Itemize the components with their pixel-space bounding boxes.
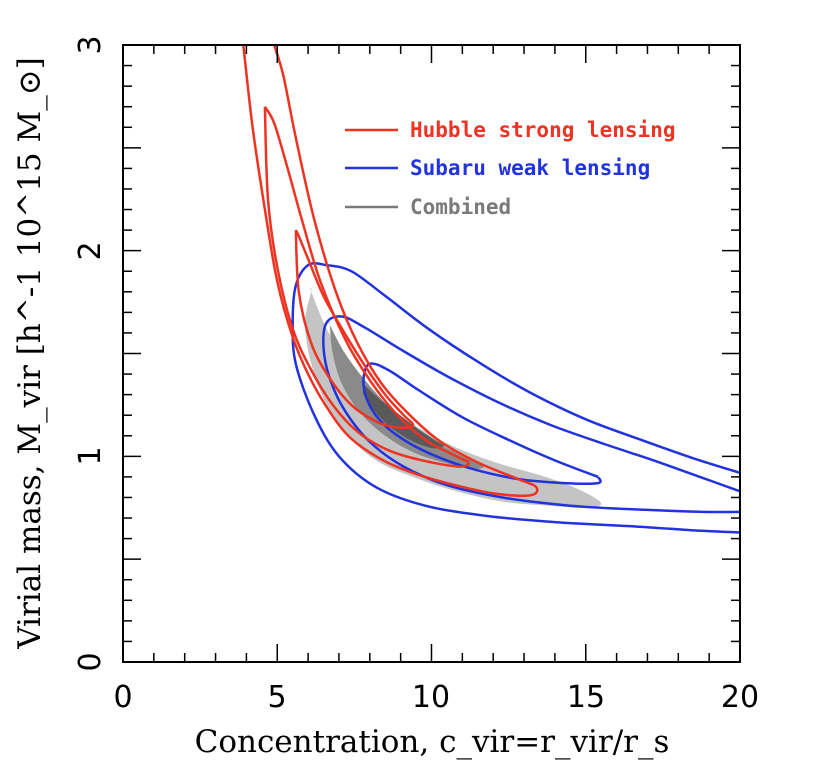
x-tick-labels: 0 5 10 15 20 xyxy=(113,680,759,715)
x-tick-label-10: 10 xyxy=(412,680,450,715)
combined-contour-middle xyxy=(328,321,484,469)
contour-lines xyxy=(242,45,740,534)
subaru-contour-outer xyxy=(291,262,740,534)
subaru-contour-inner xyxy=(362,362,602,485)
y-tick-label-2: 2 xyxy=(73,241,108,260)
x-tick-label-5: 5 xyxy=(267,680,286,715)
combined-contour-inner xyxy=(362,382,444,449)
x-tick-label-0: 0 xyxy=(113,680,132,715)
hubble-contour-inner xyxy=(294,229,415,430)
hubble-contour-outer xyxy=(242,45,539,498)
x-ticks xyxy=(122,45,741,662)
legend-label-combined: Combined xyxy=(410,195,511,219)
y-tick-label-0: 0 xyxy=(73,652,108,671)
y-ticks xyxy=(123,44,740,663)
legend: Hubble strong lensing Subaru weak lensin… xyxy=(345,118,676,219)
x-axis-title: Concentration, c_vir=r_vir/r_s xyxy=(195,724,670,760)
hubble-contour-middle xyxy=(263,106,470,468)
y-tick-label-3: 3 xyxy=(73,35,108,54)
y-tick-labels: 0 1 2 3 xyxy=(73,35,108,671)
combined-fills xyxy=(305,287,602,508)
y-axis-title: Virial mass, M_vir [h^-1 10^15 M_⊙] xyxy=(12,57,48,650)
legend-label-hubble: Hubble strong lensing xyxy=(410,118,676,142)
x-tick-label-20: 20 xyxy=(721,680,759,715)
x-tick-label-15: 15 xyxy=(567,680,605,715)
subaru-contour-middle xyxy=(322,315,740,514)
combined-contour-outer xyxy=(305,287,602,508)
y-tick-label-1: 1 xyxy=(73,446,108,465)
legend-label-subaru: Subaru weak lensing xyxy=(410,156,650,180)
